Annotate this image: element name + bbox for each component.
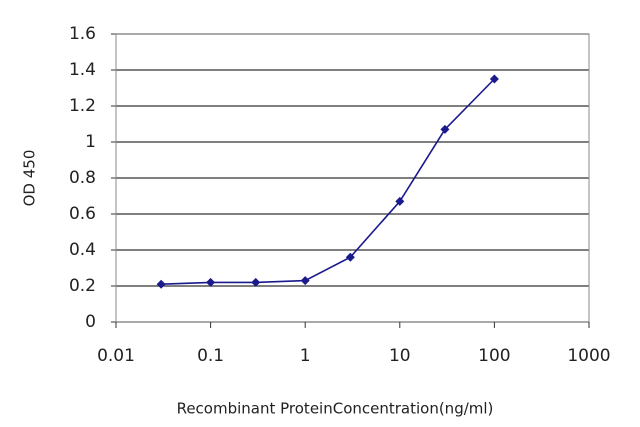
data-point <box>489 74 499 84</box>
y-tick-label: 0.4 <box>69 240 96 260</box>
y-tick-label: 1.2 <box>69 96 96 116</box>
x-tick-label: 1000 <box>567 346 610 366</box>
plot-frame <box>115 33 590 323</box>
x-tick-label: 0.1 <box>197 346 224 366</box>
data-point <box>440 124 450 134</box>
y-tick-label: 1.4 <box>69 60 96 80</box>
y-tick-label: 0 <box>85 312 96 332</box>
data-point <box>156 279 166 289</box>
y-tick-label: 0.6 <box>69 204 96 224</box>
data-point <box>300 276 310 286</box>
y-tick-label: 1 <box>85 132 96 152</box>
y-axis-title: OD 450 <box>21 150 39 207</box>
x-axis-title: Recombinant ProteinConcentration(ng/ml) <box>177 400 494 418</box>
data-point <box>395 196 405 206</box>
x-tick-label: 100 <box>478 346 510 366</box>
y-tick-label: 0.8 <box>69 168 96 188</box>
data-line <box>161 78 495 285</box>
x-tick-label: 0.01 <box>97 346 135 366</box>
x-tick-label: 1 <box>300 346 311 366</box>
y-tick-label: 1.6 <box>69 24 96 44</box>
data-point <box>345 252 355 262</box>
data-point <box>251 277 261 287</box>
data-point <box>206 277 216 287</box>
y-tick-label: 0.2 <box>69 276 96 296</box>
x-tick-label: 10 <box>389 346 411 366</box>
